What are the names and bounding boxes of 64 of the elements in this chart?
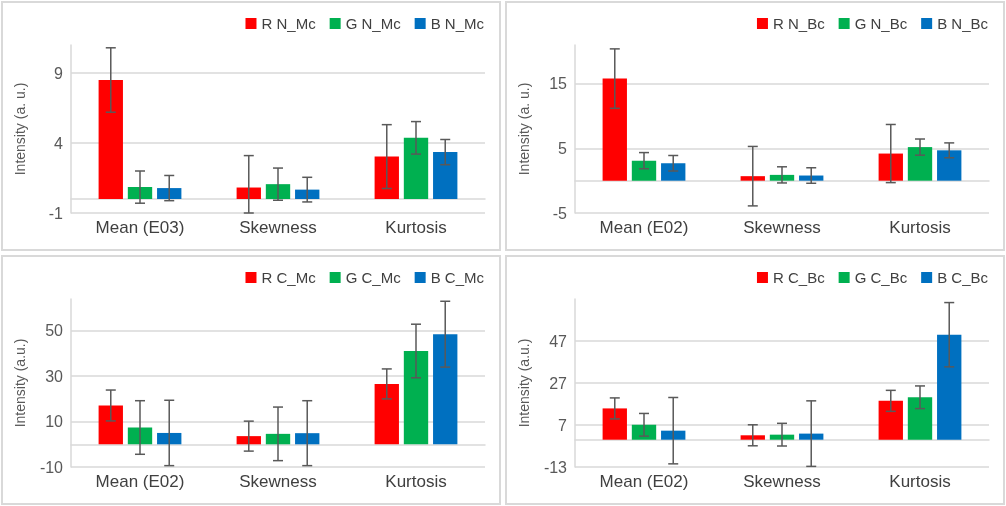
- y-tick-label: -10: [39, 458, 64, 476]
- bar: [937, 150, 962, 181]
- bar: [374, 156, 399, 199]
- x-tick-label: Skewness: [239, 472, 317, 491]
- x-tick-label: Kurtosis: [889, 218, 951, 237]
- x-tick-label: Mean (E02): [95, 472, 185, 491]
- bar: [937, 334, 962, 440]
- y-tick-label: 27: [549, 374, 568, 392]
- y-tick-label: 5: [558, 139, 568, 157]
- legend-label: B C_Bc: [937, 269, 989, 286]
- bar: [98, 405, 123, 445]
- x-tick-label: Mean (E02): [599, 472, 689, 491]
- y-tick-label: 9: [54, 64, 64, 82]
- bar: [878, 400, 903, 440]
- x-tick-label: Kurtosis: [385, 472, 447, 491]
- y-tick-label: 4: [54, 134, 64, 152]
- x-tick-label: Mean (E02): [599, 218, 689, 237]
- y-axis-title: Intensity (a. u.): [12, 82, 28, 176]
- bar: [433, 334, 458, 445]
- bar: [740, 435, 765, 440]
- legend-label: B N_Bc: [937, 15, 989, 32]
- bar: [433, 152, 458, 199]
- x-tick-label: Skewness: [743, 218, 821, 237]
- y-tick-label: 50: [45, 322, 64, 340]
- y-axis-title: Intensity (a.u.): [12, 338, 28, 428]
- bar: [631, 160, 657, 181]
- y-tick-label: 15: [549, 75, 568, 93]
- y-tick-label: 30: [45, 367, 64, 385]
- legend-label: G C_Bc: [854, 269, 908, 286]
- bar: [98, 80, 123, 199]
- x-tick-label: Skewness: [239, 218, 317, 237]
- y-axis-title: Intensity (a.u.): [516, 338, 532, 428]
- bar: [403, 350, 429, 445]
- y-tick-label: 7: [558, 416, 568, 434]
- bar: [602, 408, 627, 440]
- bar: [374, 383, 399, 445]
- y-tick-label: -13: [543, 458, 568, 476]
- y-tick-label: 10: [45, 413, 64, 431]
- x-tick-label: Skewness: [743, 472, 821, 491]
- bar: [661, 163, 686, 181]
- x-tick-label: Kurtosis: [385, 218, 447, 237]
- legend-label: G N_Mc: [345, 15, 402, 32]
- legend-label: G C_Mc: [345, 269, 402, 286]
- legend-label: R C_Mc: [261, 269, 317, 286]
- x-tick-label: Kurtosis: [889, 472, 951, 491]
- bar: [602, 78, 627, 181]
- y-tick-label: -1: [48, 204, 64, 222]
- bar: [907, 147, 933, 181]
- legend-label: R C_Bc: [772, 269, 826, 286]
- x-tick-label: Mean (E03): [95, 218, 185, 237]
- legend-label: G N_Bc: [854, 15, 908, 32]
- bar: [403, 137, 429, 199]
- y-tick-label: -5: [552, 204, 568, 222]
- legend-label: R N_Bc: [772, 15, 826, 32]
- bar: [878, 153, 903, 181]
- bar: [157, 188, 182, 199]
- legend-label: R N_Mc: [261, 15, 317, 32]
- bar: [740, 176, 765, 181]
- legend-label: B N_Mc: [430, 15, 485, 32]
- y-axis-title: Intensity (a. u.): [516, 82, 532, 176]
- bar: [661, 430, 686, 440]
- bar: [907, 397, 933, 440]
- y-tick-label: 47: [549, 332, 568, 350]
- legend-label: B C_Mc: [430, 269, 485, 286]
